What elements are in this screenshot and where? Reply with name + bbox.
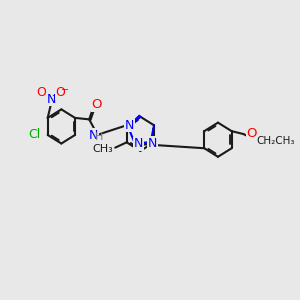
Text: N: N: [125, 119, 134, 132]
Text: O: O: [36, 86, 46, 99]
Text: Cl: Cl: [28, 128, 40, 142]
Text: N: N: [46, 93, 56, 106]
Text: N: N: [134, 137, 143, 150]
Text: O: O: [55, 86, 65, 99]
Text: H: H: [95, 132, 104, 142]
Text: CH₂CH₃: CH₂CH₃: [256, 136, 294, 146]
Text: O: O: [246, 127, 257, 140]
Text: N: N: [148, 136, 157, 150]
Text: N: N: [89, 129, 98, 142]
Text: O: O: [91, 98, 102, 111]
Text: −: −: [61, 85, 69, 94]
Text: CH₃: CH₃: [92, 144, 113, 154]
Text: +: +: [51, 91, 59, 100]
